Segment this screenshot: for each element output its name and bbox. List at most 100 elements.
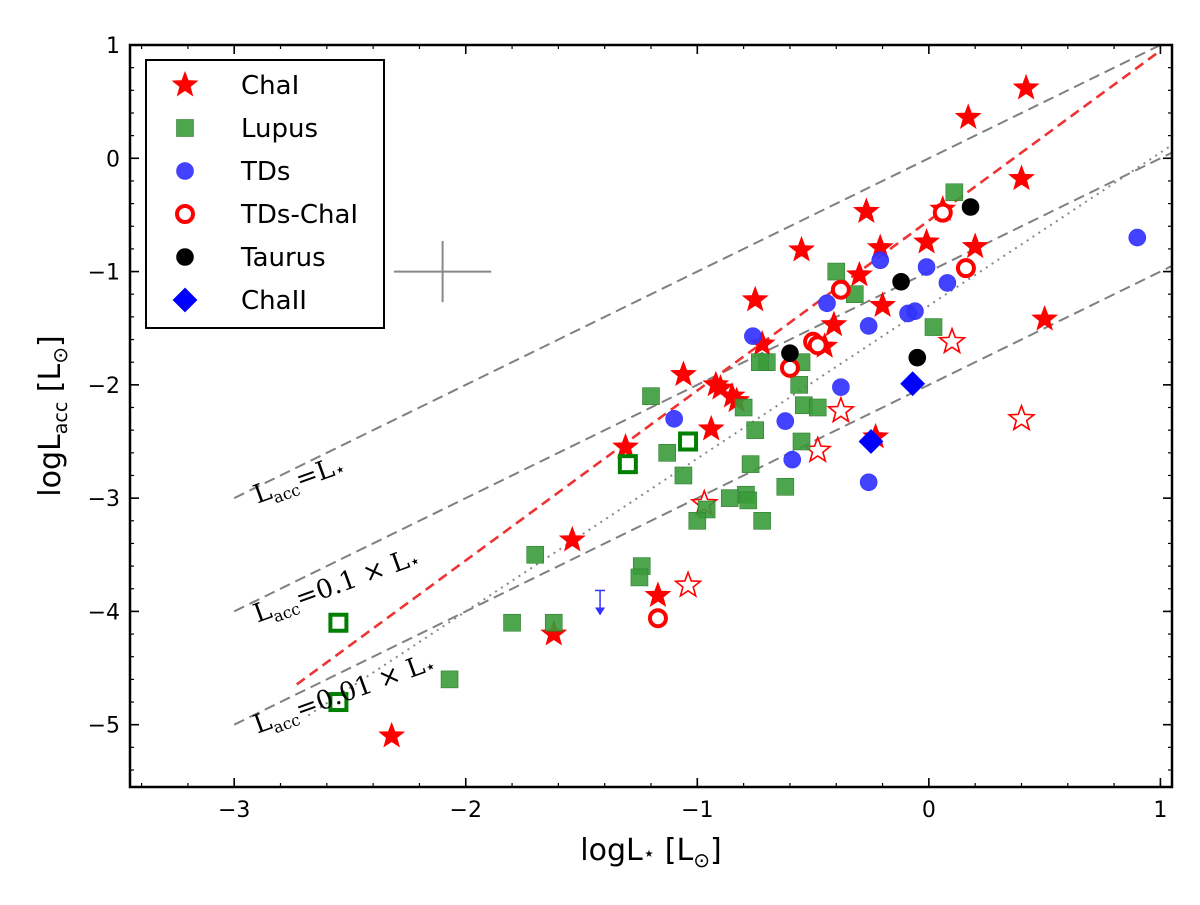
- legend-entry: Lupus: [176, 114, 318, 144]
- data-point-tds: [744, 327, 762, 345]
- data-point-chai: [869, 291, 897, 317]
- line-annotations: Lacc=L⋆Lacc=0.1 × L⋆Lacc=0.01 × L⋆: [249, 450, 439, 741]
- data-point-tds: [665, 410, 683, 428]
- data-point-lupus-open: [678, 431, 699, 452]
- data-point-lupus: [658, 444, 677, 462]
- legend-entry: ChaI: [171, 70, 299, 101]
- x-tick-label: −3: [218, 798, 250, 823]
- axis-ticks: [130, 44, 1172, 787]
- x-axis-title-unit-sun: ⊙: [693, 848, 710, 872]
- x-axis-title-main: logL: [580, 833, 643, 868]
- data-point-lupus: [720, 489, 739, 507]
- data-point-chai: [612, 433, 639, 459]
- data-point-lupus: [734, 398, 753, 417]
- data-point-lupus: [924, 318, 943, 336]
- data-point-lupus: [503, 613, 521, 632]
- data-points: [328, 73, 1147, 748]
- data-point-tds: [938, 274, 957, 292]
- error-bar: [393, 240, 492, 303]
- data-point-taurus: [908, 348, 927, 367]
- annotation-text: =0.1 × L: [292, 545, 414, 614]
- data-point-chai: [1012, 73, 1040, 100]
- fit-lines: [295, 49, 1172, 717]
- legend-marker: [176, 119, 194, 137]
- legend-label: ChaI: [241, 71, 299, 101]
- data-point-chai: [788, 235, 815, 262]
- data-point-tds: [818, 294, 836, 313]
- data-point-lupus: [808, 398, 827, 417]
- data-point-tds-chai: [807, 335, 828, 356]
- data-point-tds-chai: [830, 279, 851, 300]
- reference-line: [233, 151, 1172, 613]
- legend: ChaI Lupus TDs TDs-ChaI Taurus ChaII: [145, 59, 385, 329]
- series-lupus: [440, 183, 964, 689]
- legend-marker: [176, 162, 194, 180]
- data-point-taurus: [781, 344, 799, 362]
- legend-label: Taurus: [240, 243, 326, 273]
- data-point-lupus-open: [617, 454, 638, 475]
- y-axis-title: logLacc [L⊙]: [33, 335, 72, 496]
- data-point-tds: [906, 302, 924, 321]
- legend-entry: ChaII: [172, 286, 307, 316]
- data-point-tds-chai: [955, 258, 976, 279]
- data-point-chai: [540, 619, 568, 646]
- x-axis-title-sym: ⋆: [643, 841, 656, 865]
- annotation-line-1x: Lacc=L⋆: [249, 450, 350, 514]
- x-axis-title: logL⋆ [L⊙]: [580, 833, 721, 872]
- axis-tick-labels: −3 −2 −1 0 1 −5 −4 −3 −2 −1 0 1: [88, 34, 1168, 823]
- series-chai: [378, 73, 1059, 748]
- data-point-chai: [852, 197, 880, 223]
- legend-entry: TDs: [176, 157, 290, 187]
- reference-line: [233, 45, 1163, 500]
- y-axis-title-unit-open: [L: [33, 363, 68, 401]
- y-tick-label: 1: [106, 34, 120, 59]
- y-axis-title-unit-sun: ⊙: [48, 347, 72, 364]
- fit-line-dotted: [307, 144, 1172, 717]
- data-point-lupus-open: [328, 612, 349, 633]
- data-point-lupus: [440, 670, 459, 689]
- y-tick-label: −4: [88, 600, 120, 625]
- data-point-lupus: [741, 455, 760, 473]
- upper-limit-head: [595, 607, 606, 616]
- y-tick-label: 0: [106, 147, 120, 172]
- legend-label: Lupus: [241, 114, 318, 144]
- y-axis-title-sub: acc: [50, 402, 72, 435]
- data-point-chai: [954, 103, 982, 129]
- legend-marker: [171, 70, 199, 97]
- data-point-chai: [1008, 164, 1035, 191]
- series-lupus-open: [328, 431, 699, 713]
- annotation-text: =0.01 × L: [292, 651, 429, 725]
- data-point-chai: [961, 232, 989, 259]
- data-point-chai: [697, 414, 725, 441]
- data-point-tds: [783, 450, 802, 469]
- data-point-chai: [845, 260, 873, 287]
- series-taurus: [781, 198, 980, 367]
- data-point-lupus: [792, 432, 811, 451]
- legend-marker: [172, 287, 198, 313]
- x-tick-label: 0: [922, 798, 936, 823]
- legend-label: ChaII: [241, 286, 307, 316]
- data-point-taurus: [961, 198, 980, 216]
- data-point-chai-open: [826, 395, 856, 424]
- data-point-chai: [741, 285, 769, 312]
- data-point-tds: [871, 251, 890, 270]
- data-point-lupus: [790, 376, 808, 394]
- series-chaii: [858, 371, 926, 454]
- legend-marker: [175, 204, 195, 224]
- data-point-chai: [644, 581, 672, 607]
- data-point-lupus: [751, 353, 769, 371]
- data-point-lupus: [776, 478, 795, 496]
- legend-entry: Taurus: [176, 243, 326, 273]
- data-point-lupus: [746, 421, 765, 439]
- data-point-tds: [776, 412, 795, 430]
- series-tds-chai: [647, 202, 976, 629]
- data-point-tds: [1128, 228, 1147, 247]
- upper-limit-arrow: [595, 589, 606, 616]
- data-point-chai: [378, 721, 406, 748]
- y-tick-label: −5: [88, 714, 120, 739]
- annotation-text: =L: [292, 454, 339, 496]
- data-point-tds-chai: [647, 608, 668, 629]
- data-point-lupus: [945, 183, 964, 202]
- data-point-tds-chai: [779, 357, 800, 378]
- data-point-lupus: [674, 466, 693, 485]
